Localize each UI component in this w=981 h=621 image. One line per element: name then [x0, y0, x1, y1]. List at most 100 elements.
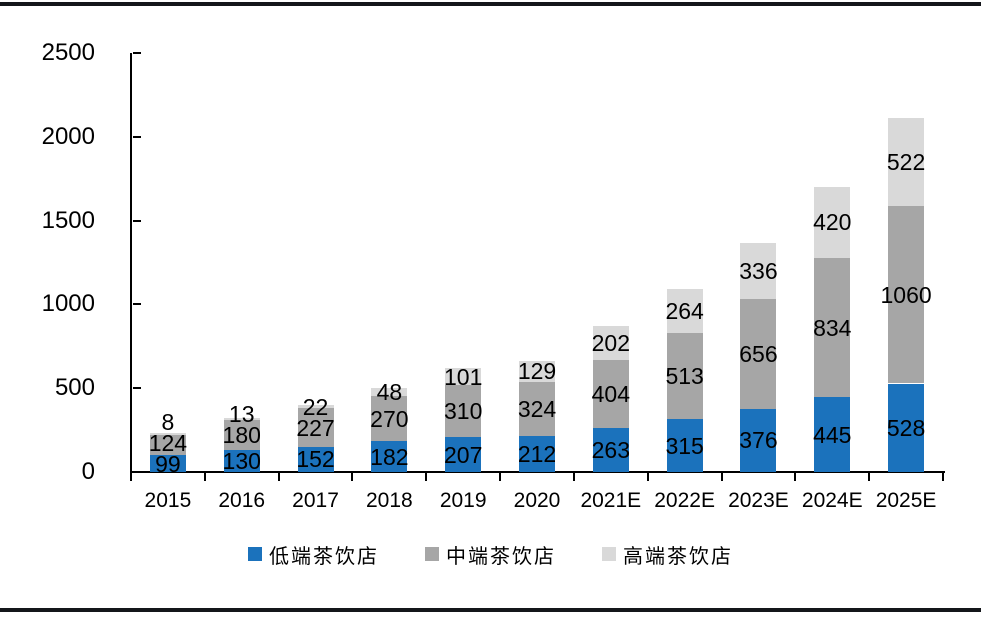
bar-segment-mid-end-tea-shop	[297, 408, 334, 447]
bar-segment-low-end-tea-shop	[445, 437, 482, 472]
legend-item-mid-end-tea-shop: 中端茶饮店	[425, 540, 556, 569]
y-tick-label: 0	[81, 458, 95, 485]
x-axis-label: 2018	[366, 489, 413, 512]
data-label-low-end-tea-shop: 315	[665, 432, 704, 459]
data-label-mid-end-tea-shop: 124	[148, 429, 188, 456]
bar-segment-high-end-tea-shop	[814, 187, 851, 258]
data-label-high-end-tea-shop: 264	[665, 298, 704, 325]
bar-segment-high-end-tea-shop	[888, 118, 925, 206]
y-axis-tick	[133, 387, 141, 390]
x-axis-label: 2023E	[728, 489, 789, 512]
legend-label-high-end-tea-shop: 高端茶饮店	[623, 543, 733, 568]
x-axis-label: 2016	[218, 489, 266, 512]
bar-segment-high-end-tea-shop	[149, 433, 186, 435]
bar-segment-low-end-tea-shop	[297, 446, 334, 472]
bottom-rule	[0, 608, 981, 612]
bar-segment-high-end-tea-shop	[297, 404, 334, 409]
bar-segment-mid-end-tea-shop	[371, 396, 408, 442]
y-tick-label: 500	[54, 374, 95, 402]
data-label-high-end-tea-shop: 202	[591, 330, 630, 357]
bar-segment-mid-end-tea-shop	[445, 385, 482, 438]
data-label-low-end-tea-shop: 182	[370, 443, 409, 470]
x-axis-tick	[499, 473, 502, 481]
bar-segment-high-end-tea-shop	[666, 288, 703, 334]
legend-label-mid-end-tea-shop: 中端茶饮店	[446, 543, 556, 568]
x-axis-tick	[868, 473, 871, 481]
y-tick-label: 1500	[41, 206, 95, 234]
data-label-high-end-tea-shop: 101	[443, 363, 483, 390]
bar-segment-low-end-tea-shop	[149, 455, 186, 472]
data-label-high-end-tea-shop: 13	[228, 401, 255, 428]
y-tick-label: 1000	[41, 290, 95, 318]
data-label-mid-end-tea-shop: 404	[591, 381, 630, 408]
x-axis-label: 2017	[292, 489, 339, 512]
legend-swatch-mid-end-tea-shop-icon	[425, 547, 439, 561]
data-label-low-end-tea-shop: 99	[155, 450, 181, 477]
y-axis	[130, 53, 132, 474]
x-axis-tick	[203, 473, 206, 481]
x-axis-tick	[425, 473, 428, 481]
bar-segment-mid-end-tea-shop	[740, 299, 777, 409]
y-tick-label: 2000	[41, 122, 95, 150]
y-axis-tick	[133, 219, 141, 222]
x-axis-tick	[720, 473, 723, 481]
legend-swatch-high-end-tea-shop-icon	[602, 547, 616, 561]
x-axis-label: 2025E	[875, 489, 937, 512]
bar-segment-low-end-tea-shop	[519, 436, 555, 472]
data-label-low-end-tea-shop: 528	[886, 414, 926, 441]
data-label-mid-end-tea-shop: 227	[296, 414, 335, 441]
legend-item-low-end-tea-shop: 低端茶饮店	[248, 540, 379, 569]
bar-segment-mid-end-tea-shop	[592, 360, 629, 428]
x-axis-tick	[351, 473, 354, 481]
bar-segment-high-end-tea-shop	[223, 417, 260, 421]
data-label-low-end-tea-shop: 130	[222, 448, 261, 475]
data-label-high-end-tea-shop: 22	[302, 393, 329, 420]
legend-item-high-end-tea-shop: 高端茶饮店	[602, 540, 733, 569]
data-label-low-end-tea-shop: 445	[813, 421, 852, 448]
x-axis-tick	[942, 473, 944, 481]
bar-segment-high-end-tea-shop	[371, 388, 408, 397]
data-label-high-end-tea-shop: 420	[813, 209, 852, 236]
data-label-low-end-tea-shop: 152	[296, 446, 335, 473]
data-label-high-end-tea-shop: 8	[161, 408, 175, 435]
data-label-low-end-tea-shop: 263	[591, 436, 630, 463]
bar-segment-low-end-tea-shop	[814, 397, 851, 472]
bar-segment-low-end-tea-shop	[223, 450, 260, 472]
x-axis	[130, 471, 945, 473]
bar-segment-mid-end-tea-shop	[666, 333, 703, 420]
x-axis-tick	[277, 473, 280, 481]
bar-segment-low-end-tea-shop	[371, 441, 408, 472]
data-label-mid-end-tea-shop: 656	[739, 341, 778, 367]
data-label-mid-end-tea-shop: 1060	[880, 281, 932, 308]
bar-segment-high-end-tea-shop	[592, 326, 629, 361]
x-axis-label: 2021E	[580, 489, 642, 512]
data-label-mid-end-tea-shop: 310	[443, 398, 483, 425]
bar-segment-high-end-tea-shop	[740, 242, 777, 300]
data-label-mid-end-tea-shop: 513	[665, 363, 704, 390]
bar-segment-mid-end-tea-shop	[519, 382, 555, 437]
x-axis-label: 2022E	[654, 489, 715, 512]
legend: 低端茶饮店 中端茶饮店 高端茶饮店	[0, 539, 981, 569]
x-axis-tick	[794, 473, 797, 481]
bar-segment-mid-end-tea-shop	[814, 257, 851, 398]
data-label-mid-end-tea-shop: 834	[813, 314, 852, 341]
data-label-mid-end-tea-shop: 180	[222, 422, 261, 449]
data-label-high-end-tea-shop: 48	[376, 379, 403, 406]
bar-segment-low-end-tea-shop	[592, 427, 629, 472]
y-axis-tick	[133, 52, 141, 54]
x-axis-label: 2020	[513, 489, 561, 512]
x-axis-tick	[572, 473, 575, 481]
y-axis-tick	[133, 303, 141, 306]
data-label-mid-end-tea-shop: 324	[517, 396, 557, 423]
bar-segment-low-end-tea-shop	[666, 419, 703, 472]
data-label-low-end-tea-shop: 207	[443, 441, 483, 468]
bar-segment-mid-end-tea-shop	[149, 434, 186, 456]
y-axis-tick	[133, 135, 141, 138]
data-label-high-end-tea-shop: 336	[739, 257, 778, 284]
data-label-low-end-tea-shop: 212	[517, 441, 557, 468]
legend-swatch-low-end-tea-shop-icon	[248, 547, 262, 561]
x-axis-tick	[646, 473, 649, 481]
bar-segment-high-end-tea-shop	[445, 368, 482, 386]
bar-segment-low-end-tea-shop	[740, 408, 777, 472]
